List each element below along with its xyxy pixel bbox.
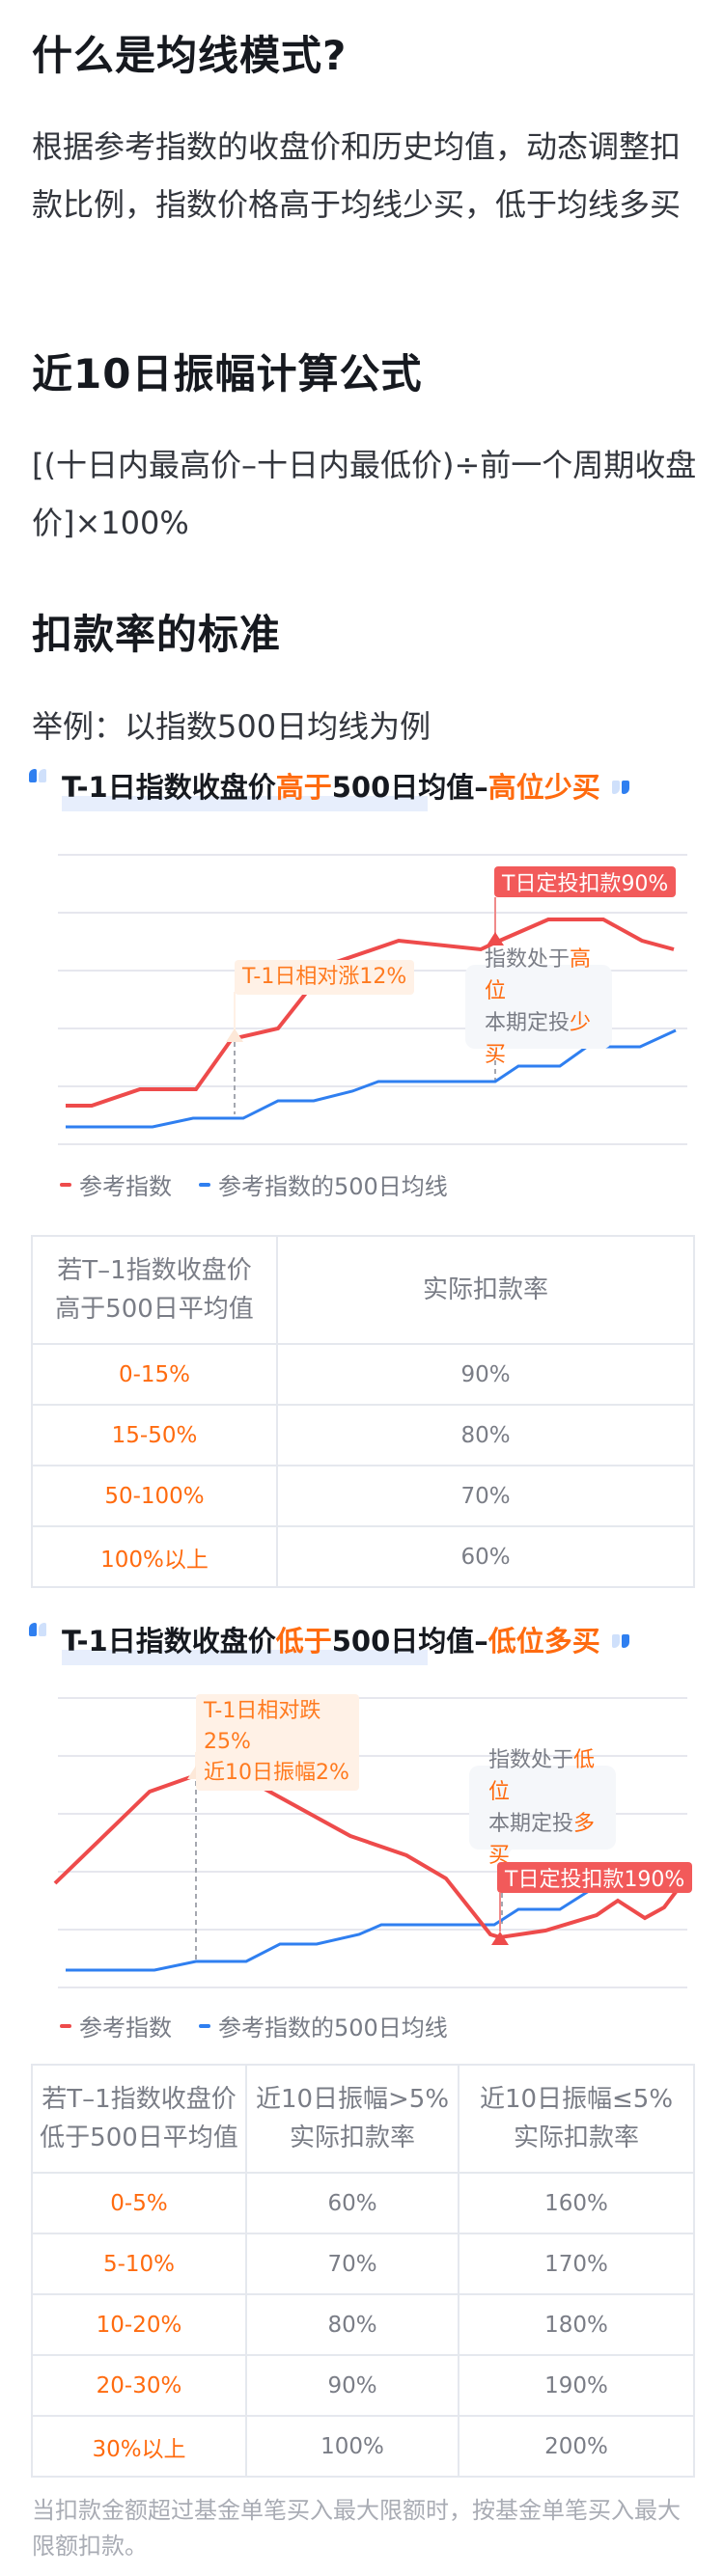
what-body: 根据参考指数的收盘价和历史均值，动态调整扣款比例，指数价格高于均线少买，低于均线… xyxy=(32,128,682,223)
open-quote-icon xyxy=(29,1623,50,1640)
blue-dash-icon xyxy=(199,1182,210,1187)
table-row: 15-50% 80% xyxy=(31,1404,695,1466)
table-row: 100%以上 60% xyxy=(31,1525,695,1588)
red-dash-icon xyxy=(60,2023,71,2028)
low-rate-table: 若T–1指数收盘价 低于500日平均值 近10日振幅>5% 实际扣款率 近10日振幅… xyxy=(31,2064,695,2478)
header-cell: 若T–1指数收盘价 高于500日平均值 xyxy=(31,1235,278,1345)
standard-title: 扣款率的标准 xyxy=(32,611,282,658)
high-chart-legend: 参考指数 参考指数的500日均线 xyxy=(60,1167,448,1201)
legend-index: 参考指数 xyxy=(60,1167,172,1201)
header-cell: 近10日振幅>5% 实际扣款率 xyxy=(245,2064,459,2174)
red-dash-icon xyxy=(60,1182,71,1187)
high-ma-line xyxy=(66,1028,677,1129)
table-row: 30%以上 100% 200% xyxy=(31,2415,695,2478)
high-t-annotation: T日定投扣款90% xyxy=(494,866,677,897)
table-row: 0-5% 60% 160% xyxy=(31,2172,695,2234)
header-cell: 实际扣款率 xyxy=(276,1235,695,1345)
formula-title: 近10日振幅计算公式 xyxy=(32,350,423,397)
open-quote-icon xyxy=(29,769,50,786)
limit-note: 当扣款金额超过基金单笔买入最大限额时，按基金单笔买入最大限额扣款。 xyxy=(32,2497,681,2560)
table-row: 10-20% 80% 180% xyxy=(31,2293,695,2356)
close-quote-icon xyxy=(611,781,633,798)
table-row: 20-30% 90% 190% xyxy=(31,2354,695,2417)
blue-dash-icon xyxy=(199,2023,210,2028)
formula-body: [(十日内最高价–十日内最低价)÷前一个周期收盘价]×100% xyxy=(32,447,697,541)
low-t1-annotation: T-1日相对跌25% 近10日振幅2% xyxy=(196,1694,359,1791)
high-index-line xyxy=(66,918,675,1108)
low-tooltip: 指数处于低位 本期定投多买 xyxy=(469,1748,616,1868)
low-chart-legend: 参考指数 参考指数的500日均线 xyxy=(60,2009,448,2042)
legend-ma: 参考指数的500日均线 xyxy=(199,2009,448,2042)
close-quote-icon xyxy=(611,1634,633,1652)
low-ma-line xyxy=(66,1872,677,1972)
table-row: 5-10% 70% 170% xyxy=(31,2233,695,2295)
example-text: 举例：以指数500日均线为例 xyxy=(32,708,432,745)
high-t1-annotation: T-1日相对涨12% xyxy=(235,960,415,995)
legend-ma: 参考指数的500日均线 xyxy=(199,1167,448,1201)
table-row: 0-15% 90% xyxy=(31,1343,695,1406)
header-cell: 若T–1指数收盘价 低于500日平均值 xyxy=(31,2064,247,2174)
page-title-what: 什么是均线模式? xyxy=(32,32,348,79)
table-row: 50-100% 70% xyxy=(31,1465,695,1527)
header-cell: 近10日振幅≤5% 实际扣款率 xyxy=(458,2064,695,2174)
low-t-annotation: T日定投扣款190% xyxy=(497,1862,693,1893)
low-section-title: T-1日指数收盘价低于500日均值–低位多买 xyxy=(29,1618,633,1665)
high-tooltip: 指数处于高位 本期定投少买 xyxy=(465,947,612,1067)
high-rate-table: 若T–1指数收盘价 高于500日平均值 实际扣款率 0-15% 90% 15-50%… xyxy=(31,1235,695,1588)
legend-index: 参考指数 xyxy=(60,2009,172,2042)
